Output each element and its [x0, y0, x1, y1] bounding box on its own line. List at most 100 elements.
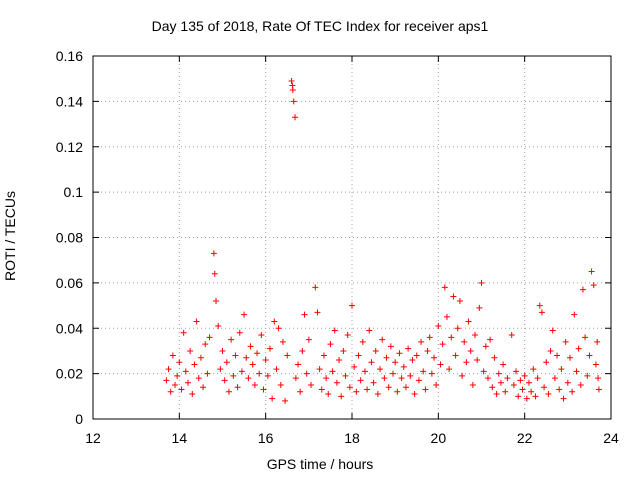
y-tick-label: 0.16 — [56, 48, 83, 64]
x-tick-label: 22 — [517, 430, 533, 446]
data-point — [536, 302, 543, 309]
data-point — [579, 286, 586, 293]
data-point — [450, 293, 457, 300]
data-point — [327, 341, 334, 348]
data-point — [292, 375, 299, 382]
data-point — [243, 354, 250, 361]
data-point — [187, 347, 194, 354]
data-point — [489, 384, 496, 391]
y-tick-label: 0.08 — [56, 230, 83, 246]
data-point — [372, 347, 379, 354]
data-point — [228, 336, 235, 343]
data-point — [206, 334, 213, 341]
data-point — [256, 370, 263, 377]
data-point — [493, 391, 500, 398]
data-point — [254, 350, 261, 357]
data-point — [271, 318, 278, 325]
data-point — [420, 368, 427, 375]
data-point — [182, 368, 189, 375]
data-point — [284, 352, 291, 359]
data-point — [454, 325, 461, 332]
data-point — [502, 388, 509, 395]
data-point — [346, 384, 353, 391]
data-point — [398, 375, 405, 382]
data-point — [402, 384, 409, 391]
data-point — [467, 347, 474, 354]
data-point — [247, 343, 254, 350]
data-point — [575, 345, 582, 352]
data-point — [476, 304, 483, 311]
grid-lines — [93, 56, 611, 419]
data-point — [418, 338, 425, 345]
data-point — [556, 386, 563, 393]
data-point — [353, 388, 360, 395]
data-point — [329, 368, 336, 375]
data-point — [385, 384, 392, 391]
data-point — [349, 302, 355, 309]
data-point — [374, 391, 381, 398]
data-point — [472, 332, 479, 339]
data-point — [595, 386, 602, 393]
data-point — [297, 388, 304, 395]
data-point — [366, 327, 373, 334]
data-point — [584, 372, 591, 379]
data-point — [400, 363, 407, 370]
data-point — [355, 352, 362, 359]
data-point — [504, 375, 511, 382]
data-point — [525, 379, 532, 386]
data-point — [547, 347, 554, 354]
data-point — [217, 366, 224, 373]
data-point — [586, 352, 593, 359]
data-point — [197, 354, 204, 361]
data-point — [292, 114, 299, 121]
data-point — [379, 336, 386, 343]
data-point — [299, 347, 306, 354]
data-point — [588, 268, 595, 275]
data-point — [174, 372, 181, 379]
data-point — [320, 352, 327, 359]
data-point — [534, 375, 541, 382]
data-point — [303, 370, 310, 377]
data-point — [180, 329, 187, 336]
data-point — [508, 332, 515, 339]
data-point — [513, 368, 520, 375]
data-point — [592, 361, 599, 368]
x-axis-label: GPS time / hours — [266, 456, 374, 472]
data-point — [428, 370, 435, 377]
data-point — [487, 336, 494, 343]
data-point — [351, 363, 358, 370]
data-point — [193, 318, 200, 325]
data-point — [383, 354, 390, 361]
data-point — [325, 391, 332, 398]
data-point — [523, 395, 530, 402]
y-tick-label: 0.1 — [64, 184, 84, 200]
data-point — [424, 347, 431, 354]
data-point — [364, 386, 371, 393]
data-point — [571, 311, 578, 318]
data-point — [461, 338, 468, 345]
data-point — [262, 357, 269, 364]
data-point — [266, 345, 273, 352]
data-point — [431, 354, 438, 361]
data-point — [314, 309, 321, 316]
data-point — [277, 381, 284, 388]
x-axis-ticks: 12 14 16 18 20 22 24 — [85, 56, 619, 446]
data-point — [452, 352, 459, 359]
data-point — [415, 377, 422, 384]
data-point — [225, 388, 232, 395]
data-point — [497, 379, 504, 386]
x-tick-label: 16 — [258, 430, 274, 446]
x-tick-label: 14 — [172, 430, 188, 446]
data-point — [411, 391, 418, 398]
data-point — [178, 386, 185, 393]
data-point — [258, 332, 265, 339]
data-point — [301, 311, 308, 318]
data-point — [338, 393, 345, 400]
data-point — [446, 366, 453, 373]
data-point — [211, 270, 218, 277]
data-point — [480, 368, 487, 375]
data-point — [213, 298, 220, 305]
data-point — [295, 361, 302, 368]
data-point — [474, 357, 481, 364]
